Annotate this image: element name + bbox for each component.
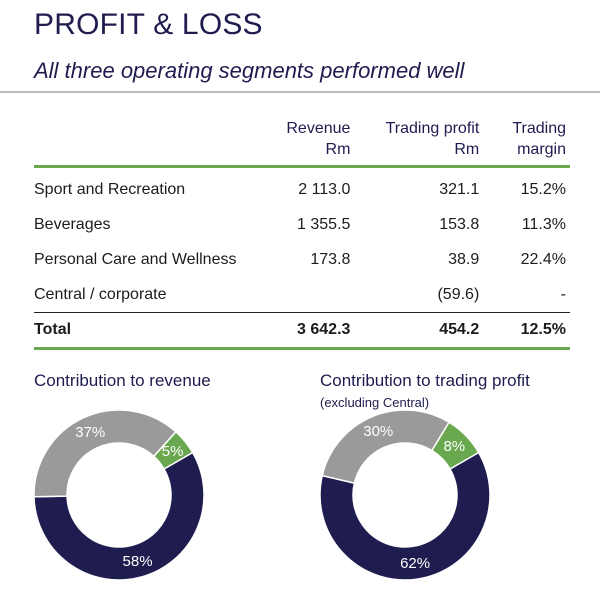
donut-slice-label: 5% [162, 443, 184, 460]
profit-loss-table: Revenue Rm Trading profit Rm Trading mar… [34, 118, 570, 350]
table-row: Personal Care and Wellness 173.8 38.9 22… [34, 242, 570, 277]
trading-profit-value: 153.8 [439, 215, 480, 233]
donut-slice-label: 30% [363, 423, 393, 440]
profit-donut-subtitle: (excluding Central) [320, 395, 430, 410]
segment-name: Beverages [34, 215, 111, 233]
donut-slice-label: 62% [400, 555, 430, 572]
header-divider [0, 91, 600, 93]
trading-margin-value: 11.3% [521, 215, 566, 233]
trading-profit-value: 38.9 [448, 250, 480, 268]
donut-slice [152, 430, 194, 471]
donut-slice [319, 451, 491, 581]
column-header-trading-profit: Trading profit Rm [354, 118, 484, 168]
segment-name: Sport and Recreation [34, 180, 186, 198]
table-header-row: Revenue Rm Trading profit Rm Trading mar… [34, 118, 570, 168]
trading-margin-value: 15.2% [520, 180, 566, 198]
page-title: PROFIT & LOSS [34, 8, 263, 41]
revenue-value: 1 355.5 [297, 215, 351, 233]
total-trading-profit-value: 454.2 [354, 312, 484, 350]
trading-margin-value: 22.4% [520, 250, 566, 268]
total-trading-margin-value: 12.5% [483, 312, 570, 350]
column-header-revenue: Revenue Rm [263, 118, 355, 168]
donut-slice [33, 409, 177, 498]
table-row: Beverages 1 355.5 153.8 11.3% [34, 207, 570, 242]
segment-name: Central / corporate [34, 285, 167, 303]
revenue-value: 2 113.0 [298, 180, 351, 198]
column-header-trading-margin: Trading margin [483, 118, 570, 168]
revenue-donut-title: Contribution to revenue [34, 371, 211, 390]
profit-donut-chart: 62% 30% 8% [319, 409, 491, 581]
donut-slice-label: 8% [443, 438, 465, 455]
total-row: Total 3 642.3 454.2 12.5% [34, 312, 570, 350]
trading-profit-value: 321.1 [439, 180, 480, 198]
segment-name: Personal Care and Wellness [34, 250, 237, 268]
total-revenue-value: 3 642.3 [263, 312, 355, 350]
page-subtitle: All three operating segments performed w… [34, 58, 465, 83]
revenue-value [263, 277, 354, 313]
profit-donut-title: Contribution to trading profit [320, 371, 530, 390]
revenue-donut-chart: 58% 37% 5% [33, 409, 205, 581]
donut-slice [430, 421, 480, 471]
donut-slice-label: 37% [75, 424, 105, 441]
donut-slice-label: 58% [123, 553, 153, 570]
table-row: Central / corporate (59.6) - [34, 277, 570, 313]
total-label: Total [34, 312, 264, 350]
trading-margin-value: - [560, 285, 566, 303]
trading-profit-value: (59.6) [437, 285, 480, 303]
column-header-segment [34, 118, 264, 168]
table-row: Sport and Recreation 2 113.0 321.1 15.2% [34, 167, 570, 208]
donut-slice [321, 409, 451, 485]
donut-slice [33, 451, 205, 581]
revenue-value: 173.8 [310, 250, 351, 268]
